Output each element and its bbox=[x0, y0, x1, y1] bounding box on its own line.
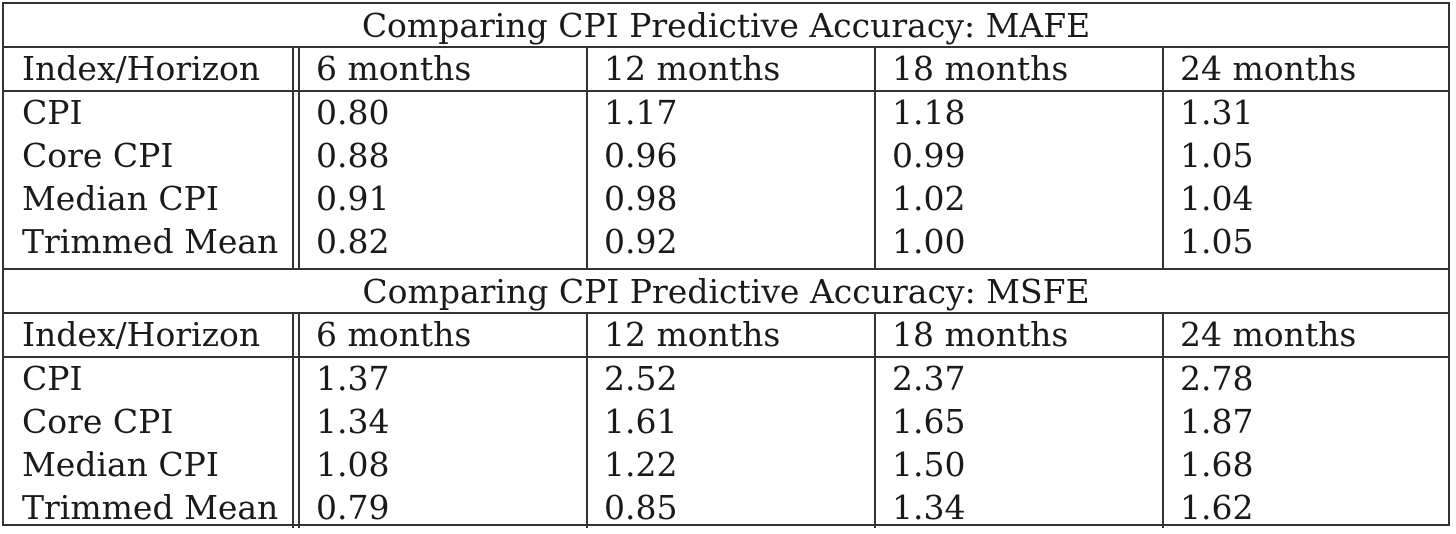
header-cell: Index/Horizon bbox=[22, 315, 261, 354]
table-cell: 0.80 bbox=[316, 93, 390, 132]
table-cell: 1.08 bbox=[316, 445, 390, 484]
row-label: CPI bbox=[22, 93, 83, 132]
table-cell: 1.87 bbox=[1180, 402, 1254, 441]
table-cell: 0.99 bbox=[892, 136, 966, 175]
table-cell: 0.92 bbox=[604, 222, 678, 261]
header-cell: Index/Horizon bbox=[22, 49, 261, 88]
row-label: Core CPI bbox=[22, 136, 174, 175]
table-cell: 0.82 bbox=[316, 222, 390, 261]
header-cell: 6 months bbox=[316, 49, 472, 88]
column-divider bbox=[874, 48, 876, 268]
header-row: Index/Horizon 6 months 12 months 18 mont… bbox=[4, 314, 1448, 358]
mafe-section: Comparing CPI Predictive Accuracy: MAFE … bbox=[4, 4, 1448, 268]
header-cell: 24 months bbox=[1180, 49, 1357, 88]
table-cell: 0.88 bbox=[316, 136, 390, 175]
table-cell: 0.91 bbox=[316, 179, 390, 218]
table-cell: 1.04 bbox=[1180, 179, 1254, 218]
table-cell: 1.50 bbox=[892, 445, 966, 484]
row-label: Median CPI bbox=[22, 445, 219, 484]
table-cell: 1.61 bbox=[604, 402, 678, 441]
table-row: CPI 1.37 2.52 2.37 2.78 bbox=[4, 358, 1448, 401]
table-cell: 0.98 bbox=[604, 179, 678, 218]
header-row: Index/Horizon 6 months 12 months 18 mont… bbox=[4, 48, 1448, 92]
row-label: Median CPI bbox=[22, 179, 219, 218]
header-cell: 18 months bbox=[892, 49, 1069, 88]
table-cell: 0.85 bbox=[604, 488, 678, 527]
header-cell: 12 months bbox=[604, 315, 781, 354]
row-label: CPI bbox=[22, 359, 83, 398]
table-cell: 1.00 bbox=[892, 222, 966, 261]
table-cell: 2.52 bbox=[604, 359, 678, 398]
column-divider bbox=[874, 314, 876, 528]
table-cell: 1.17 bbox=[604, 93, 678, 132]
column-divider bbox=[586, 48, 588, 268]
table-cell: 0.79 bbox=[316, 488, 390, 527]
column-divider bbox=[298, 48, 300, 268]
column-divider bbox=[292, 314, 294, 528]
table-cell: 0.96 bbox=[604, 136, 678, 175]
row-label: Trimmed Mean bbox=[22, 488, 279, 527]
table-row: CPI 0.80 1.17 1.18 1.31 bbox=[4, 92, 1448, 135]
table-cell: 1.37 bbox=[316, 359, 390, 398]
msfe-section: Comparing CPI Predictive Accuracy: MSFE … bbox=[4, 268, 1448, 528]
table-cell: 2.78 bbox=[1180, 359, 1254, 398]
header-cell: 12 months bbox=[604, 49, 781, 88]
table-cell: 1.31 bbox=[1180, 93, 1254, 132]
table-cell: 1.05 bbox=[1180, 136, 1254, 175]
table-row: Core CPI 1.34 1.61 1.65 1.87 bbox=[4, 401, 1448, 444]
row-label: Core CPI bbox=[22, 402, 174, 441]
table-cell: 1.22 bbox=[604, 445, 678, 484]
column-divider bbox=[1162, 314, 1164, 528]
table-row: Core CPI 0.88 0.96 0.99 1.05 bbox=[4, 135, 1448, 178]
column-divider bbox=[298, 314, 300, 528]
table-cell: 2.37 bbox=[892, 359, 966, 398]
table-row: Trimmed Mean 0.79 0.85 1.34 1.62 bbox=[4, 487, 1448, 530]
cpi-accuracy-table: Comparing CPI Predictive Accuracy: MAFE … bbox=[2, 2, 1450, 528]
header-cell: 18 months bbox=[892, 315, 1069, 354]
table-cell: 1.02 bbox=[892, 179, 966, 218]
header-cell: 24 months bbox=[1180, 315, 1357, 354]
table-row: Trimmed Mean 0.82 0.92 1.00 1.05 bbox=[4, 221, 1448, 264]
table-cell: 1.65 bbox=[892, 402, 966, 441]
column-divider bbox=[1162, 48, 1164, 268]
section-title: Comparing CPI Predictive Accuracy: MAFE bbox=[4, 4, 1448, 48]
table-cell: 1.62 bbox=[1180, 488, 1254, 527]
table-row: Median CPI 0.91 0.98 1.02 1.04 bbox=[4, 178, 1448, 221]
row-label: Trimmed Mean bbox=[22, 222, 279, 261]
table-cell: 1.18 bbox=[892, 93, 966, 132]
header-cell: 6 months bbox=[316, 315, 472, 354]
table-cell: 1.68 bbox=[1180, 445, 1254, 484]
column-divider bbox=[292, 48, 294, 268]
table-cell: 1.34 bbox=[316, 402, 390, 441]
table-cell: 1.05 bbox=[1180, 222, 1254, 261]
table-cell: 1.34 bbox=[892, 488, 966, 527]
section-title: Comparing CPI Predictive Accuracy: MSFE bbox=[4, 270, 1448, 314]
table-row: Median CPI 1.08 1.22 1.50 1.68 bbox=[4, 444, 1448, 487]
column-divider bbox=[586, 314, 588, 528]
